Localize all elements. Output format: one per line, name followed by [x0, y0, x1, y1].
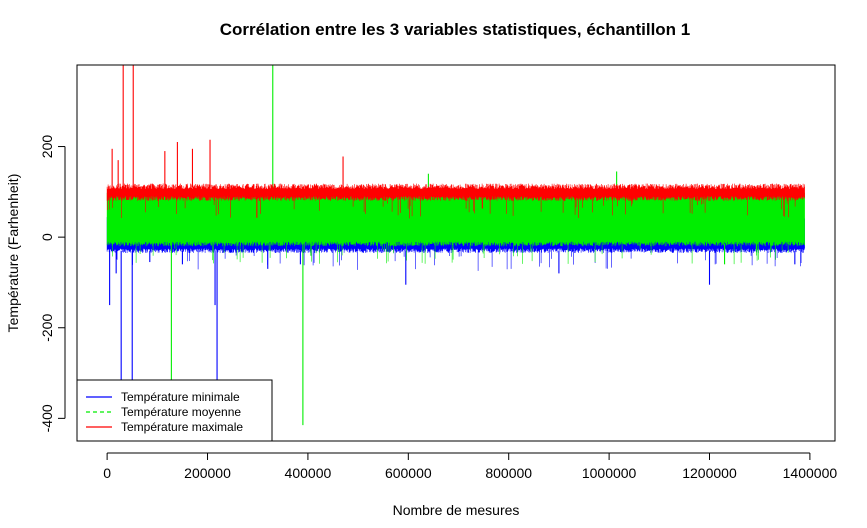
- y-tick-label: -200: [39, 314, 55, 342]
- series-band: [106, 190, 805, 265]
- series-band: [106, 183, 805, 219]
- series-max: [106, 65, 805, 219]
- series-layer: [106, 65, 805, 426]
- x-axis: 0 200000 400000 600000 800000 1000000 1200000 1…: [103, 452, 838, 481]
- x-tick-label: 1000000: [582, 465, 637, 481]
- x-tick-label: 600000: [385, 465, 432, 481]
- legend-label-min: Température minimale: [121, 390, 240, 404]
- y-tick-label: 0: [39, 233, 55, 241]
- chart-title: Corrélation entre les 3 variables statis…: [220, 20, 691, 39]
- x-tick-label: 1400000: [783, 465, 838, 481]
- series-mean: [106, 65, 805, 426]
- legend: Température minimale Température moyenne…: [76, 379, 273, 442]
- y-axis: -400 -200 0 200: [39, 135, 66, 432]
- y-tick-label: -400: [39, 404, 55, 432]
- plot-frame: [76, 64, 836, 442]
- x-tick-label: 400000: [285, 465, 332, 481]
- legend-box: [76, 379, 273, 442]
- x-tick-label: 1200000: [682, 465, 737, 481]
- legend-label-max: Température maximale: [121, 420, 243, 434]
- y-axis-label: Température (Farhenheit): [5, 174, 21, 333]
- x-tick-label: 800000: [485, 465, 532, 481]
- x-tick-label: 200000: [184, 465, 231, 481]
- legend-label-mean: Température moyenne: [121, 405, 241, 419]
- x-tick-label: 0: [103, 465, 111, 481]
- y-tick-label: 200: [39, 135, 55, 159]
- x-axis-label: Nombre de mesures: [393, 502, 520, 518]
